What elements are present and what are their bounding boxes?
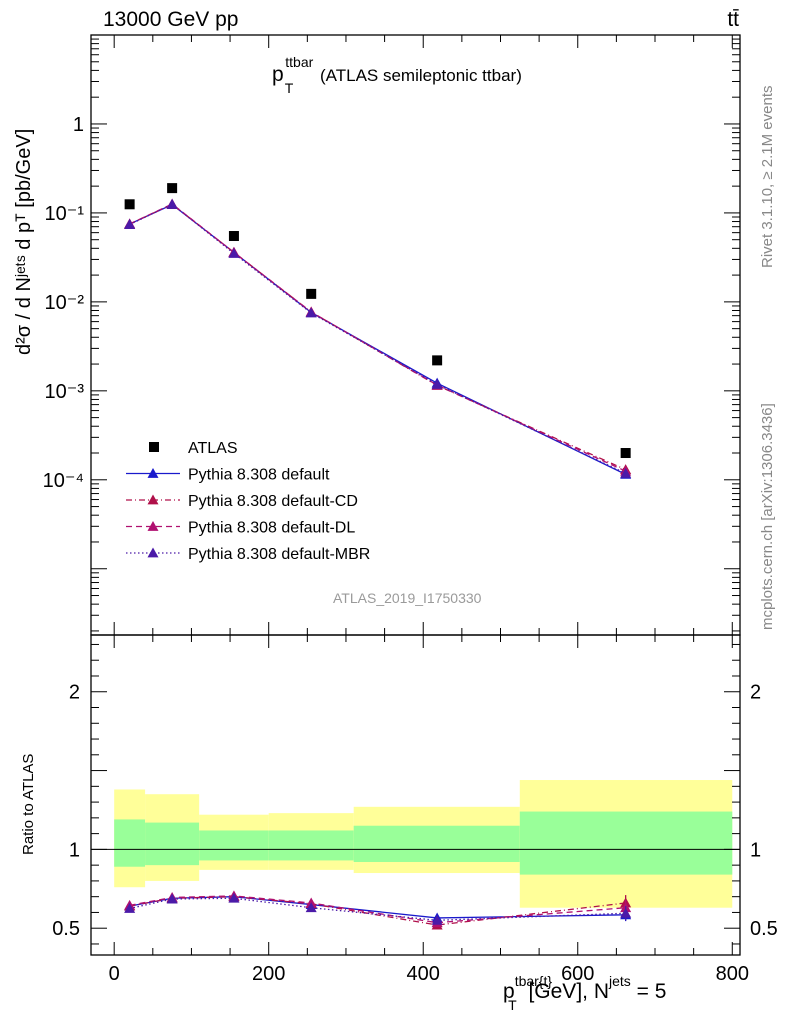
y-axis-label-text: d²σ / d Nʲᵉᵗˢ d pᵀ — [13, 213, 35, 355]
main-marker-mbr-0 — [124, 219, 136, 229]
x-tick-label: 200 — [252, 963, 285, 985]
ratio-y-tick-label: 0.5 — [52, 918, 80, 940]
ratio-band-inner-1 — [145, 822, 200, 866]
plot-title-sup: ttbar — [285, 54, 314, 70]
ratio-line-cd — [129, 896, 626, 926]
data-point-3 — [306, 288, 317, 299]
main-frame — [90, 34, 741, 636]
legend-label-default: Pythia 8.308 default — [188, 467, 330, 484]
legend-label-mbr: Pythia 8.308 default-MBR — [188, 546, 370, 563]
data-point-5 — [620, 448, 631, 459]
process-label: tt̄ — [727, 8, 739, 31]
main-marker-mbr-1 — [166, 198, 178, 209]
y-axis-unit: [pb/GeV] — [13, 128, 35, 208]
site-label: mcplots.cern.ch [arXiv:1306.3436] — [759, 403, 776, 630]
legend-marker-cd — [147, 494, 159, 505]
main-line-mbr — [129, 203, 626, 474]
ratio-band-inner-0 — [114, 819, 146, 867]
x-axis-symbol: p — [503, 980, 515, 1003]
x-axis-sup2: jets — [608, 973, 631, 989]
y-tick-label: 10⁻³ — [45, 381, 85, 403]
y-tick-label: 10⁻¹ — [45, 203, 85, 225]
main-line-cd — [129, 203, 626, 471]
legend: ATLAS Pythia 8.308 default Pythia 8.308 de… — [126, 440, 370, 563]
y-tick-label: 1 — [73, 114, 84, 136]
ratio-band-inner-2 — [199, 830, 269, 861]
ratio-band-inner-4 — [353, 825, 520, 862]
ratio-marker-mbr-1 — [166, 893, 178, 904]
data-point-2 — [228, 231, 239, 242]
x-axis-label: ptbar{t} T [GeV], Njets = 5 — [503, 973, 667, 1013]
x-tick-label: 400 — [407, 963, 440, 985]
y-tick-label: 10⁻² — [45, 292, 85, 314]
plot-title-symbol: p — [272, 63, 284, 86]
ratio-line-mbr — [129, 897, 626, 921]
legend-marker-dl — [147, 521, 159, 531]
ratio-y-label: Ratio to ATLAS — [20, 753, 37, 855]
ratio-marker-mbr-4 — [431, 914, 443, 925]
x-axis-rest: [GeV], N — [522, 980, 609, 1003]
x-tick-label: 600 — [561, 963, 594, 985]
legend-swatch-data — [149, 442, 159, 452]
ratio-y-tick-label-right: 2 — [750, 682, 761, 704]
ratio-band-inner-3 — [268, 830, 354, 861]
energy-label: 13000 GeV pp — [103, 8, 239, 31]
data-point-1 — [167, 183, 178, 194]
ratio-band-inner-5 — [519, 811, 733, 875]
main-marker-mbr-5 — [620, 467, 632, 478]
ratio-y-tick-label-right: 1 — [750, 839, 761, 861]
ratio-marker-mbr-5 — [620, 907, 632, 918]
main-marker-mbr-3 — [305, 307, 317, 318]
ratio-y-tick-label: 1 — [69, 839, 80, 861]
main-marker-mbr-2 — [228, 247, 240, 258]
legend-label-data: ATLAS — [188, 440, 238, 457]
ratio-panel — [91, 780, 740, 930]
plot-title: pTttbar (ATLAS semileptonic ttbar) — [272, 54, 522, 96]
ratio-y-tick-label: 2 — [69, 682, 80, 704]
legend-label-cd: Pythia 8.308 default-CD — [188, 493, 358, 510]
x-axis-sub: T — [508, 997, 517, 1013]
main-marker-mbr-4 — [431, 378, 443, 389]
x-axis-tail: = 5 — [630, 980, 667, 1003]
ratio-marker-mbr-0 — [124, 902, 136, 913]
data-point-4 — [432, 355, 443, 366]
ratio-y-tick-label-right: 0.5 — [750, 918, 778, 940]
legend-marker-default — [147, 468, 159, 478]
x-tick-label: 800 — [716, 963, 749, 985]
analysis-id: ATLAS_2019_I1750330 — [333, 590, 482, 606]
y-axis-label: d²σ / d Nʲᵉᵗˢ d pᵀ [pb/GeV] — [13, 129, 36, 355]
x-tick-label: 0 — [109, 963, 120, 985]
main-panel — [124, 183, 632, 479]
legend-marker-mbr — [147, 547, 159, 558]
legend-label-dl: Pythia 8.308 default-DL — [188, 520, 355, 537]
x-axis-sup: tbar{t} — [514, 973, 553, 989]
plot-title-sub: T — [284, 80, 294, 96]
data-point-0 — [124, 199, 135, 210]
rivet-label: Rivet 3.1.10, ≥ 2.1M events — [759, 85, 776, 269]
plot-title-rest: (ATLAS semileptonic ttbar) — [315, 66, 522, 85]
ratio-marker-mbr-2 — [228, 892, 240, 903]
ratio-marker-mbr-3 — [305, 902, 317, 913]
main-line-dl — [129, 203, 626, 472]
ratio-line-dl — [129, 895, 626, 924]
ratio-frame — [90, 634, 741, 956]
axes-frames: 0 200 400 600 800 10⁻⁴ 10⁻³ 10⁻² 10⁻¹ 1 0.5 0.5 1 1 2 2 — [43, 34, 778, 985]
main-line-default — [129, 203, 626, 475]
y-tick-label: 10⁻⁴ — [43, 470, 84, 492]
